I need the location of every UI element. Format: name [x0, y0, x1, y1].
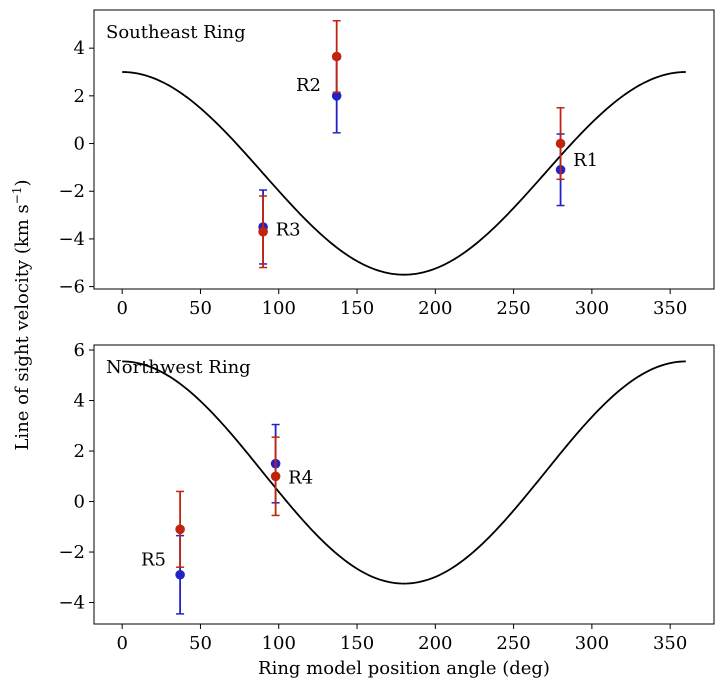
model-curve [122, 71, 686, 276]
y-tick-label: 4 [74, 391, 85, 412]
southeast-axes-frame [93, 9, 715, 290]
annotation-r2: R2 [296, 75, 321, 96]
y-tick-label: −2 [58, 542, 85, 563]
blue-point-r2 [331, 91, 342, 101]
x-tick-label: 250 [496, 298, 530, 319]
model-curve [122, 360, 686, 585]
x-tick-label: 350 [653, 633, 687, 654]
y-tick-label: 6 [74, 340, 85, 361]
x-tick-label: 150 [340, 633, 374, 654]
y-tick-label: 2 [74, 86, 85, 107]
y-tick-label: 0 [74, 134, 85, 155]
x-tick-label: 350 [653, 298, 687, 319]
x-tick-label: 250 [496, 633, 530, 654]
red-point-r1 [555, 138, 566, 149]
x-tick-label: 200 [418, 298, 452, 319]
x-tick-label: 50 [189, 298, 212, 319]
y-axis-label-superscript: −1 [10, 187, 24, 205]
northwest-panel-title: Northwest Ring [106, 357, 251, 378]
x-tick-label: 100 [262, 298, 296, 319]
northwest-axes-frame [93, 344, 715, 625]
y-axis-label: Line of sight velocity (km s−1) [10, 179, 33, 450]
y-tick-label: −4 [58, 593, 85, 614]
northwest-ring-panel: 0 50 100 150 200 250 300 350 −4 −2 0 2 4 6 R4 R5 Northwe… [58, 340, 715, 654]
x-tick-label: 0 [116, 633, 127, 654]
y-tick-label: 2 [74, 441, 85, 462]
x-tick-label: 0 [116, 298, 127, 319]
x-tick-label: 300 [575, 298, 609, 319]
y-tick-label: −4 [58, 229, 85, 250]
x-tick-label: 150 [340, 298, 374, 319]
red-point-r2 [331, 51, 342, 62]
x-tick-label: 200 [418, 633, 452, 654]
blue-point-r5 [175, 569, 185, 580]
y-tick-label: 4 [74, 38, 85, 59]
y-tick-label: 0 [74, 492, 85, 513]
y-tick-label: −6 [58, 277, 85, 298]
annotation-r3: R3 [276, 219, 301, 240]
southeast-ring-panel: 0 50 100 150 200 250 300 350 −6 −4 −2 0 2 4 R1 R2 R3 Sout… [58, 9, 715, 319]
x-tick-label: 300 [575, 633, 609, 654]
annotation-r5: R5 [141, 550, 166, 571]
red-point-r5 [175, 524, 185, 535]
x-tick-label: 100 [262, 633, 296, 654]
x-tick-label: 50 [189, 633, 212, 654]
annotation-r4: R4 [288, 468, 313, 489]
x-axis-label: Ring model position angle (deg) [258, 658, 550, 679]
y-tick-label: −2 [58, 181, 85, 202]
red-point-r4 [270, 471, 281, 482]
annotation-r1: R1 [573, 150, 598, 171]
southeast-panel-title: Southeast Ring [106, 22, 246, 43]
red-point-r3 [258, 226, 268, 237]
